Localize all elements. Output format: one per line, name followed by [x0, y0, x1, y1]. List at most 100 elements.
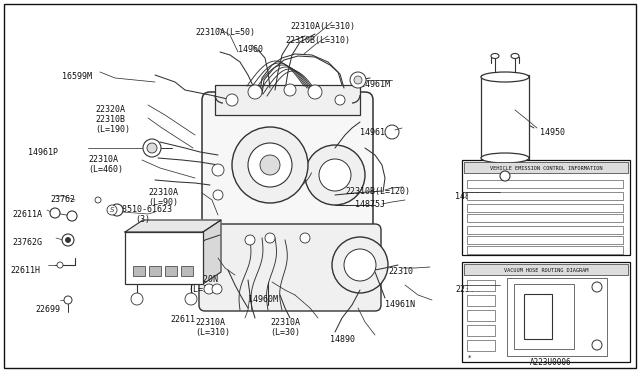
Text: 22320N: 22320N [188, 275, 218, 284]
Text: 14961P: 14961P [28, 148, 58, 157]
Circle shape [350, 72, 366, 88]
Text: 14805: 14805 [455, 192, 480, 201]
Circle shape [332, 237, 388, 293]
Circle shape [143, 139, 161, 157]
Circle shape [500, 171, 510, 181]
Text: 14961N: 14961N [385, 300, 415, 309]
Text: 14961M: 14961M [360, 80, 390, 89]
Circle shape [260, 155, 280, 175]
Text: (L=30): (L=30) [270, 328, 300, 337]
Text: (L=310): (L=310) [195, 328, 230, 337]
Text: 22611H: 22611H [10, 266, 40, 275]
Ellipse shape [491, 54, 499, 58]
Circle shape [385, 125, 399, 139]
Bar [462, 160, 630, 255]
Text: 08510-61623: 08510-61623 [118, 205, 173, 214]
Bar [467, 340, 495, 351]
Text: S: S [109, 207, 115, 213]
Bar [133, 266, 145, 276]
Text: 22310A(L=310): 22310A(L=310) [290, 22, 355, 31]
Bar [467, 280, 495, 291]
Bar [467, 204, 623, 212]
Circle shape [50, 208, 60, 218]
Text: (L=190): (L=190) [95, 125, 130, 134]
Text: A223U0006: A223U0006 [530, 358, 572, 367]
Text: 23762: 23762 [50, 195, 75, 204]
Circle shape [284, 84, 296, 96]
Bar [467, 180, 623, 188]
Text: 22310A: 22310A [88, 155, 118, 164]
Circle shape [248, 143, 292, 187]
Circle shape [245, 235, 255, 245]
Bar [165, 266, 177, 276]
Circle shape [204, 284, 214, 294]
Circle shape [64, 296, 72, 304]
Circle shape [300, 233, 310, 243]
Text: 23762G: 23762G [12, 238, 42, 247]
Circle shape [592, 282, 602, 292]
Text: 22304: 22304 [455, 285, 480, 294]
Bar [467, 310, 495, 321]
Bar [181, 266, 193, 276]
Circle shape [67, 211, 77, 221]
Ellipse shape [511, 54, 519, 58]
Polygon shape [203, 220, 221, 284]
Text: 22310: 22310 [388, 267, 413, 276]
Text: 22310A: 22310A [148, 188, 178, 197]
Bar [464, 264, 628, 275]
Circle shape [344, 249, 376, 281]
Text: 22310A(L=50): 22310A(L=50) [195, 28, 255, 37]
Circle shape [226, 94, 238, 106]
Circle shape [354, 76, 362, 84]
Text: 22310A: 22310A [270, 318, 300, 327]
Text: (L=340): (L=340) [188, 285, 223, 294]
Circle shape [95, 197, 101, 203]
Ellipse shape [481, 72, 529, 82]
Circle shape [305, 145, 365, 205]
Bar [467, 295, 495, 306]
Bar [467, 246, 623, 254]
Text: 22320A: 22320A [95, 105, 125, 114]
Bar [215, 85, 360, 115]
Bar [467, 192, 623, 200]
Text: 14961Q: 14961Q [360, 128, 390, 137]
Circle shape [335, 95, 345, 105]
Circle shape [319, 159, 351, 191]
Text: 22310B(L=310): 22310B(L=310) [285, 36, 350, 45]
Text: 16599M: 16599M [62, 72, 92, 81]
FancyBboxPatch shape [199, 224, 381, 311]
Circle shape [232, 127, 308, 203]
Text: 22611A: 22611A [12, 210, 42, 219]
Circle shape [308, 85, 322, 99]
Circle shape [185, 293, 197, 305]
Bar [524, 294, 552, 339]
Text: 22310B(L=120): 22310B(L=120) [345, 187, 410, 196]
Circle shape [111, 204, 123, 216]
Bar [507, 278, 607, 356]
Circle shape [131, 293, 143, 305]
Polygon shape [125, 220, 221, 232]
Bar [467, 325, 495, 336]
Circle shape [65, 237, 70, 243]
Circle shape [248, 85, 262, 99]
Circle shape [147, 143, 157, 153]
Text: (L=90): (L=90) [148, 198, 178, 207]
Circle shape [107, 205, 117, 215]
Circle shape [212, 284, 222, 294]
Circle shape [212, 164, 224, 176]
Bar [125, 232, 203, 284]
Circle shape [62, 234, 74, 246]
Text: 14875J: 14875J [355, 200, 385, 209]
Text: 14960: 14960 [238, 45, 263, 54]
Text: (L=460): (L=460) [88, 165, 123, 174]
Text: 14950: 14950 [540, 128, 565, 137]
Circle shape [213, 190, 223, 200]
Circle shape [592, 340, 602, 350]
Text: 22611: 22611 [170, 315, 195, 324]
Text: 22310B: 22310B [95, 115, 125, 124]
Text: VACUUM HOSE ROUTING DIAGRAM: VACUUM HOSE ROUTING DIAGRAM [504, 267, 588, 273]
Text: 22310A: 22310A [195, 318, 225, 327]
Bar [464, 162, 628, 173]
Bar [467, 214, 623, 222]
Bar [467, 226, 623, 234]
